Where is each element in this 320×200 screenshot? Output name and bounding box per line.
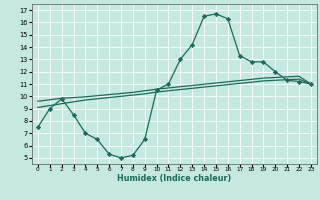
X-axis label: Humidex (Indice chaleur): Humidex (Indice chaleur) [117, 174, 232, 183]
